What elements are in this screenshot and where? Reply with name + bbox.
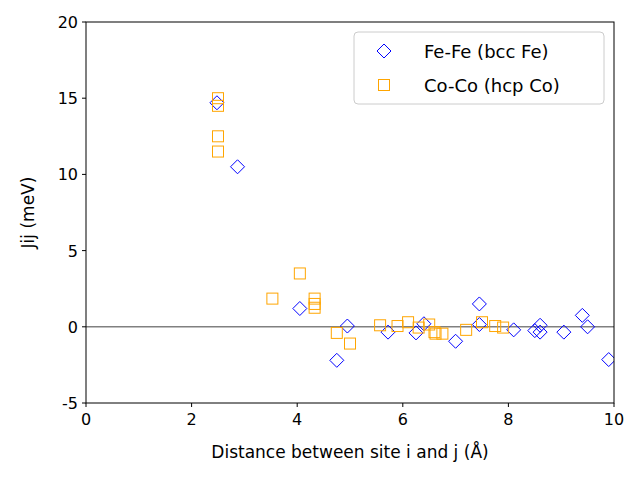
point: [449, 334, 463, 348]
point: [581, 320, 595, 334]
point: [309, 302, 320, 313]
y-tick-label: 20: [58, 13, 78, 32]
plot-area: [210, 93, 614, 368]
point: [403, 317, 414, 328]
x-tick: [614, 403, 615, 407]
point: [213, 100, 224, 111]
x-tick: [297, 403, 298, 407]
chart: 0246810-505101520Distance between site i…: [0, 0, 640, 480]
point: [437, 328, 448, 339]
y-tick: [82, 250, 86, 251]
x-tick-label: 4: [292, 410, 302, 429]
y-tick: [82, 326, 86, 327]
x-tick-label: 2: [187, 410, 197, 429]
point: [213, 93, 224, 104]
x-tick: [402, 403, 403, 407]
x-tick-label: 8: [503, 410, 513, 429]
y-tick-label: -5: [62, 394, 78, 413]
point: [381, 325, 395, 339]
point: [461, 324, 472, 335]
x-axis-label: Distance between site i and j (Å): [211, 441, 488, 462]
x-tick: [86, 403, 87, 407]
point: [392, 321, 403, 332]
x-tick: [508, 403, 509, 407]
point: [294, 268, 305, 279]
point: [430, 328, 441, 339]
y-tick: [82, 22, 86, 23]
y-axis-label: Jij (meV): [18, 177, 38, 250]
point: [375, 320, 386, 331]
point: [231, 160, 245, 174]
point: [498, 322, 509, 333]
point: [293, 302, 307, 316]
point: [213, 146, 224, 157]
point: [413, 322, 424, 333]
y-tick-label: 10: [58, 165, 78, 184]
y-tick-label: 0: [68, 318, 78, 337]
point: [557, 325, 571, 339]
point: [267, 293, 278, 304]
legend-marker: [379, 80, 390, 91]
point: [331, 327, 342, 338]
x-tick-label: 0: [81, 410, 91, 429]
point: [602, 353, 614, 367]
point: [330, 353, 344, 367]
point: [472, 318, 486, 332]
axes-frame: [86, 22, 614, 403]
x-tick-label: 10: [604, 410, 624, 429]
y-tick: [82, 174, 86, 175]
x-tick-label: 6: [398, 410, 408, 429]
point: [345, 338, 356, 349]
point: [213, 131, 224, 142]
y-tick: [82, 98, 86, 99]
point: [533, 325, 547, 339]
point: [472, 297, 486, 311]
legend-label: Fe-Fe (bcc Fe): [424, 41, 549, 62]
point: [477, 317, 488, 328]
legend-marker: [377, 44, 391, 58]
y-tick: [82, 403, 86, 404]
legend-label: Co-Co (hcp Co): [424, 75, 560, 96]
x-tick: [191, 403, 192, 407]
y-tick-label: 5: [68, 242, 78, 261]
y-tick-label: 15: [58, 89, 78, 108]
legend-box: [354, 32, 604, 104]
point: [309, 298, 320, 309]
legend: Fe-Fe (bcc Fe) Co-Co (hcp Co): [354, 32, 604, 104]
